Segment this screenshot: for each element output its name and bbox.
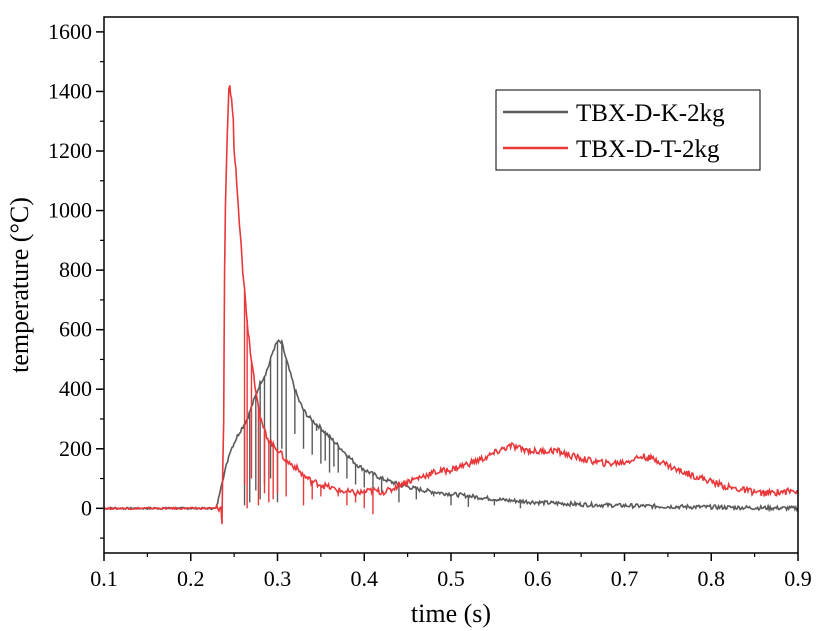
y-tick-label: 1400 [48, 78, 92, 103]
y-tick-label: 800 [59, 257, 92, 282]
y-tick-label: 0 [81, 495, 92, 520]
series-line-tbx-d-t-2kg [104, 85, 798, 525]
series-tbx-d-t-2kg [104, 85, 798, 525]
legend: TBX-D-K-2kg TBX-D-T-2kg [495, 89, 761, 171]
y-tick-label: 200 [59, 436, 92, 461]
axis-ticks [96, 31, 799, 561]
x-tick-label: 0.3 [264, 566, 292, 591]
legend-label-tbx-d-t-2kg: TBX-D-T-2kg [576, 136, 720, 163]
legend-label-tbx-d-k-2kg: TBX-D-K-2kg [576, 100, 725, 127]
series-line-tbx-d-k-2kg [104, 338, 798, 513]
x-tick-label: 0.2 [177, 566, 205, 591]
x-tick-label: 0.8 [698, 566, 726, 591]
y-tick-label: 1600 [48, 19, 92, 44]
x-axis-title: time (s) [411, 599, 491, 628]
x-tick-label: 0.5 [437, 566, 465, 591]
series-layer [104, 85, 798, 525]
axis-tick-labels: 0.1 0.2 0.3 0.4 0.5 0.6 0.7 0.8 0.9 0 200 400 600 800… [48, 19, 812, 591]
x-tick-label: 0.4 [351, 566, 379, 591]
y-tick-label: 1200 [48, 138, 92, 163]
legend-box [495, 89, 761, 171]
y-tick-label: 600 [59, 317, 92, 342]
x-tick-label: 0.6 [524, 566, 552, 591]
y-tick-label: 400 [59, 376, 92, 401]
x-tick-label: 0.7 [611, 566, 639, 591]
x-tick-label: 0.1 [90, 566, 118, 591]
series-tbx-d-k-2kg [104, 338, 798, 513]
y-tick-label: 1000 [48, 198, 92, 223]
y-axis-title: temperature (°C) [5, 197, 34, 373]
x-tick-label: 0.9 [784, 566, 812, 591]
